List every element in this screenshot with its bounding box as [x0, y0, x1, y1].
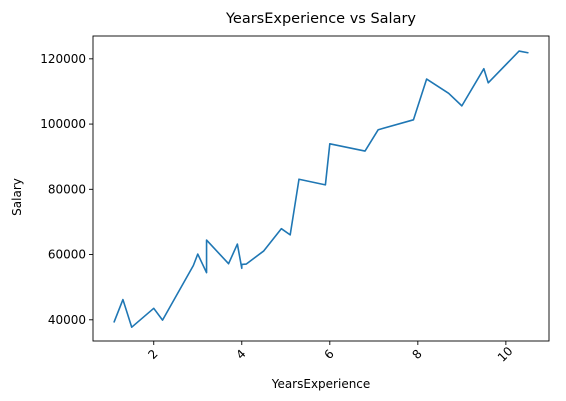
y-tick-label: 60000 — [48, 248, 86, 262]
y-axis-label: Salary — [10, 178, 24, 216]
x-axis-label: YearsExperience — [271, 377, 371, 391]
y-tick-label: 40000 — [48, 313, 86, 327]
series-line-0 — [113, 50, 529, 329]
chart-title: YearsExperience vs Salary — [225, 11, 416, 27]
y-tick-label: 100000 — [40, 117, 86, 131]
y-tick-label: 80000 — [48, 182, 86, 196]
axes-frame — [92, 35, 550, 342]
y-tick-label: 120000 — [40, 52, 86, 66]
